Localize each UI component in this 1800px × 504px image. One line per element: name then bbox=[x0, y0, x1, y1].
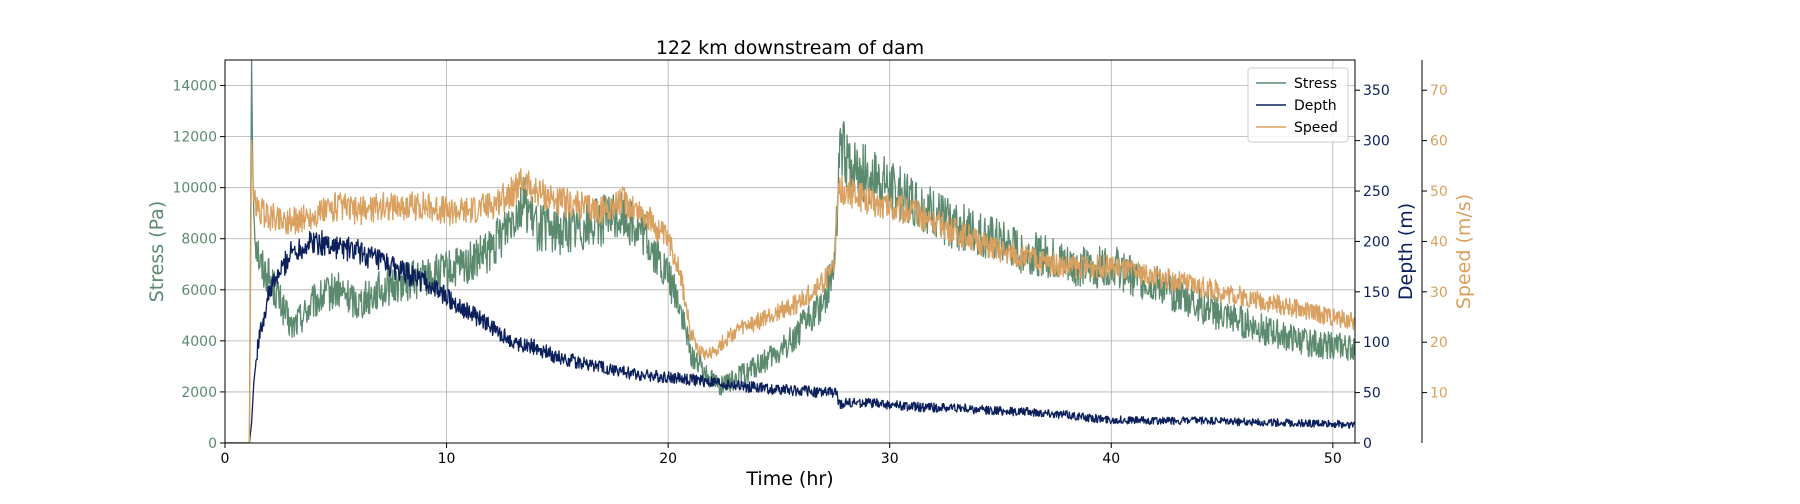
x-tick-label: 20 bbox=[659, 451, 677, 467]
series-line-stress bbox=[225, 60, 1355, 443]
legend-label-stress: Stress bbox=[1294, 76, 1337, 92]
stress-tick-label: 6000 bbox=[181, 283, 217, 299]
stress-tick-label: 0 bbox=[208, 436, 217, 452]
depth-tick-label: 150 bbox=[1363, 285, 1390, 301]
stress-tick-label: 4000 bbox=[181, 334, 217, 350]
legend-label-speed: Speed bbox=[1294, 120, 1338, 136]
stress-tick-label: 14000 bbox=[172, 79, 217, 95]
plot-frame bbox=[224, 59, 1356, 444]
axes-layer: 0 10 20 30 40 5002000400060008000100001200014… bbox=[146, 59, 1475, 467]
depth-tick-label: 350 bbox=[1363, 83, 1390, 99]
plot-background bbox=[225, 60, 1355, 443]
depth-tick-label: 300 bbox=[1363, 134, 1390, 150]
series-line-depth bbox=[225, 229, 1355, 443]
depth-tick-label: 50 bbox=[1363, 386, 1381, 402]
depth-tick-label: 100 bbox=[1363, 335, 1390, 351]
chart-title: 122 km downstream of dam bbox=[656, 37, 924, 59]
series-layer bbox=[225, 60, 1355, 443]
x-tick-label: 40 bbox=[1102, 451, 1120, 467]
speed-tick-label: 60 bbox=[1430, 134, 1448, 150]
speed-tick-label: 70 bbox=[1430, 83, 1448, 99]
x-tick-label: 50 bbox=[1324, 451, 1342, 467]
legend-label-depth: Depth bbox=[1294, 98, 1337, 114]
speed-axis-title: Speed (m/s) bbox=[1453, 194, 1475, 309]
x-tick-label: 10 bbox=[438, 451, 456, 467]
depth-axis-title: Depth (m) bbox=[1395, 203, 1417, 300]
x-tick-label: 0 bbox=[221, 451, 230, 467]
stress-tick-label: 12000 bbox=[172, 130, 217, 146]
stress-axis-title: Stress (Pa) bbox=[146, 201, 168, 303]
x-tick-label: 30 bbox=[881, 451, 899, 467]
speed-tick-label: 50 bbox=[1430, 184, 1448, 200]
depth-tick-label: 250 bbox=[1363, 184, 1390, 200]
speed-tick-label: 20 bbox=[1430, 335, 1448, 351]
stress-tick-label: 8000 bbox=[181, 232, 217, 248]
legend-box bbox=[1247, 67, 1349, 143]
x-axis-title: Time (hr) bbox=[745, 468, 833, 490]
depth-tick-label: 0 bbox=[1363, 436, 1372, 452]
speed-tick-label: 10 bbox=[1430, 386, 1448, 402]
speed-tick-label: 30 bbox=[1430, 285, 1448, 301]
stress-tick-label: 2000 bbox=[181, 385, 217, 401]
speed-tick-label: 40 bbox=[1430, 234, 1448, 250]
series-line-speed bbox=[225, 139, 1355, 443]
stress-tick-label: 10000 bbox=[172, 181, 217, 197]
legend: Stress Depth Speed bbox=[1247, 67, 1349, 143]
depth-tick-label: 200 bbox=[1363, 234, 1390, 250]
